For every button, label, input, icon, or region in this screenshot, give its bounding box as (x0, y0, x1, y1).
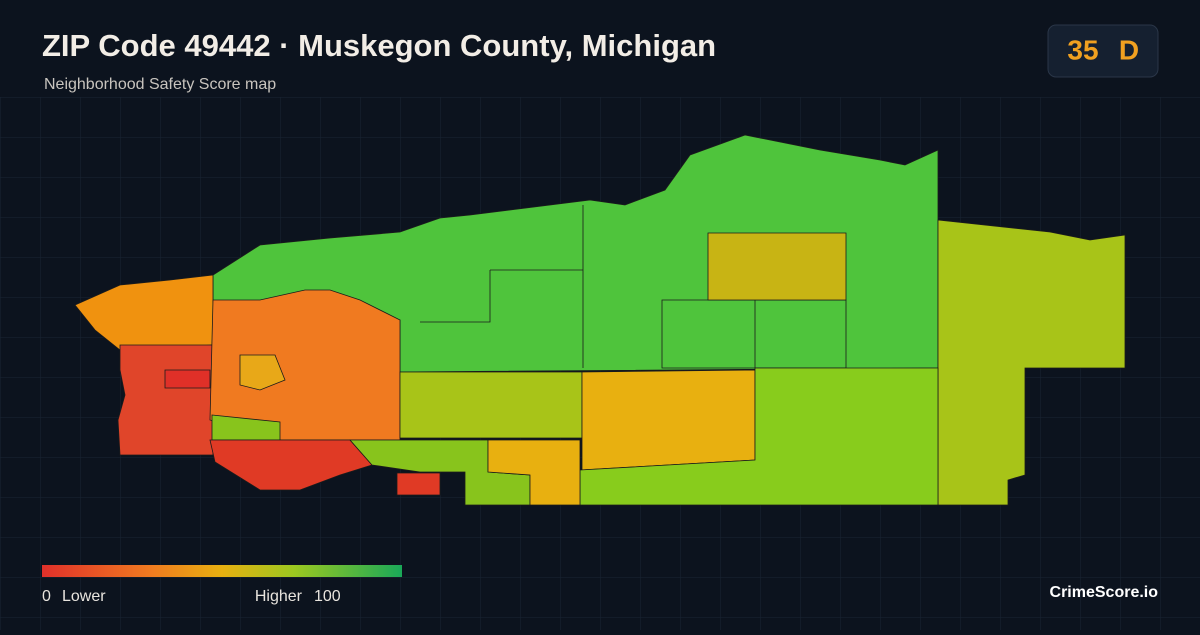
subtitle: Neighborhood Safety Score map (44, 76, 276, 93)
region (396, 472, 441, 496)
region (487, 439, 581, 506)
legend-max-label: Higher (255, 588, 303, 605)
region (117, 344, 214, 456)
region (937, 219, 1126, 506)
region (707, 232, 847, 301)
region (399, 371, 583, 439)
region (581, 369, 756, 471)
title: ZIP Code 49442 · Muskegon County, Michig… (42, 28, 716, 63)
legend-min-label: Lower (62, 588, 106, 605)
score-badge (1047, 24, 1159, 78)
region (164, 369, 211, 389)
map (74, 134, 1126, 506)
region (239, 354, 286, 391)
legend-bar (42, 565, 402, 577)
legend-min: 0 (42, 588, 51, 605)
brand: CrimeScore.io (1050, 584, 1159, 601)
border (420, 270, 491, 323)
score-grade: D (1119, 34, 1139, 65)
legend-max: 100 (314, 588, 341, 605)
score-value: 35 (1067, 34, 1098, 65)
region (661, 299, 847, 369)
